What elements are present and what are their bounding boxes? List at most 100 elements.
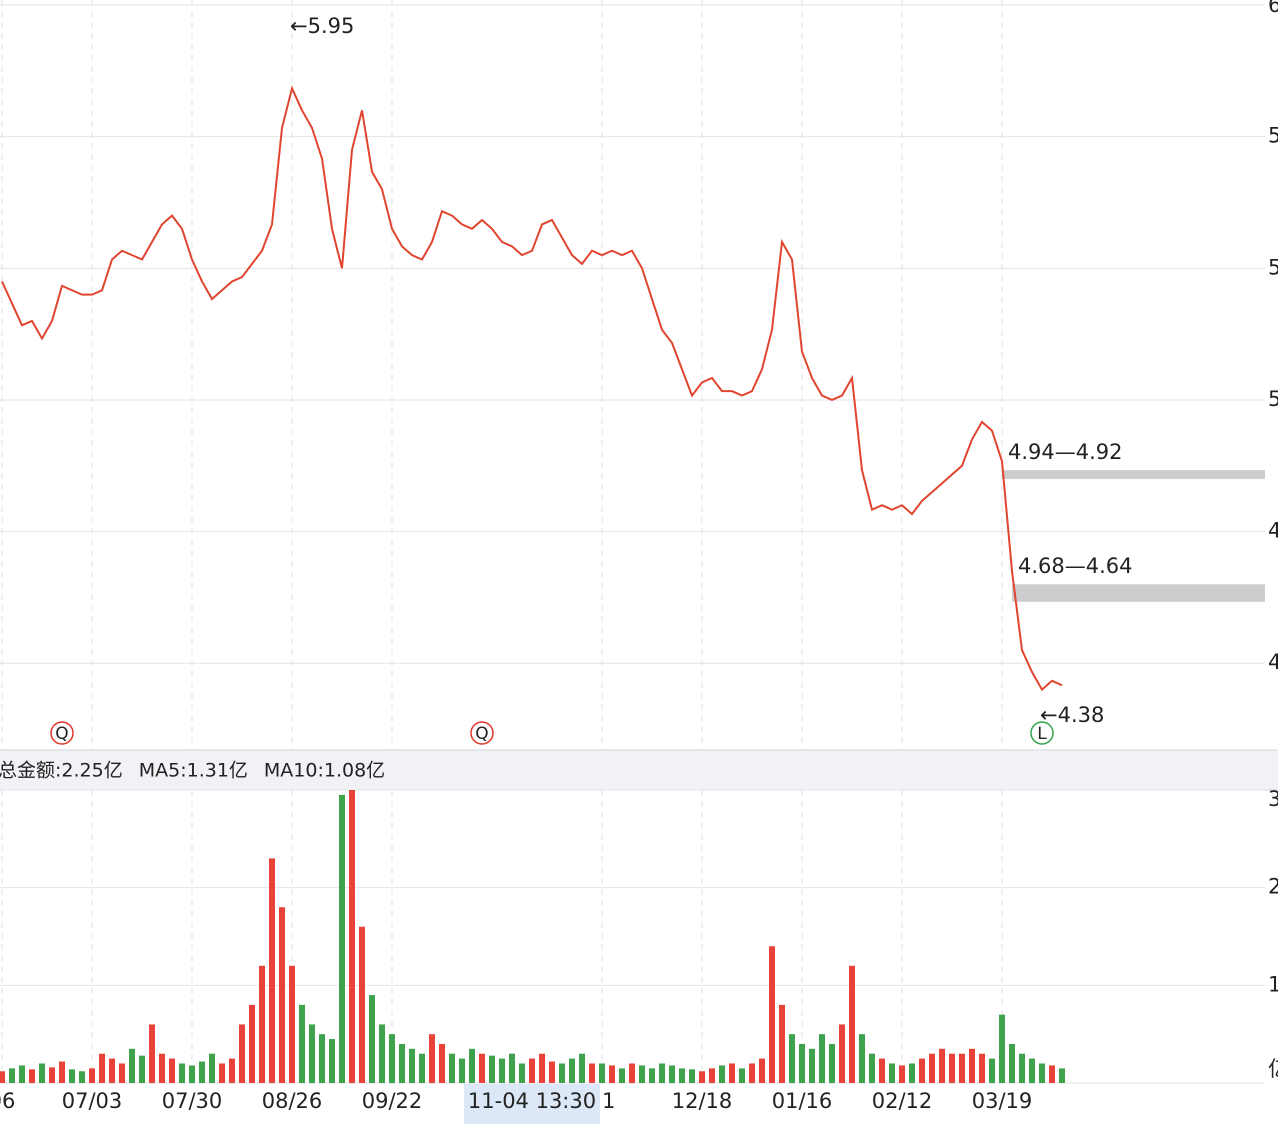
zone-label: 4.68—4.64 (1018, 554, 1133, 578)
volume-bar (469, 1048, 475, 1083)
volume-bar (849, 965, 855, 1083)
volume-bar (419, 1053, 425, 1083)
volume-bar (9, 1068, 15, 1083)
volume-bar (649, 1068, 655, 1083)
legend-band (0, 750, 1278, 790)
volume-bar (539, 1053, 545, 1083)
volume-bar (149, 1024, 155, 1083)
price-zone (1002, 470, 1265, 479)
volume-bar (219, 1063, 225, 1083)
volume-bar (509, 1053, 515, 1083)
volume-bar (559, 1063, 565, 1083)
volume-bar (869, 1053, 875, 1083)
legend-text: MA5:1.31亿 (139, 760, 248, 782)
volume-bar (689, 1069, 695, 1083)
x-tick-label: 08/26 (262, 1089, 323, 1113)
volume-bar (399, 1043, 405, 1083)
volume-bar (239, 1024, 245, 1083)
volume-bar (779, 1004, 785, 1083)
volume-bar (659, 1063, 665, 1083)
volume-bar (619, 1068, 625, 1083)
volume-bar (679, 1068, 685, 1083)
event-label: L (1037, 724, 1047, 744)
volume-bar (669, 1065, 675, 1083)
volume-bar (379, 1024, 385, 1083)
x-tick-label: 06 (0, 1089, 15, 1113)
volume-bar (229, 1058, 235, 1083)
volume-bar (159, 1053, 165, 1083)
volume-bar (129, 1048, 135, 1083)
event-label: Q (55, 724, 68, 744)
volume-bar (639, 1065, 645, 1083)
event-marker (1030, 721, 1054, 745)
crosshair-label: 11-04 13:30 (468, 1089, 596, 1113)
volume-bar (169, 1058, 175, 1083)
y-tick-label: 4 (1268, 650, 1278, 674)
volume-bar (1049, 1065, 1055, 1083)
volume-bar (79, 1071, 85, 1083)
volume-bar (529, 1058, 535, 1083)
zone-label: 4.94—4.92 (1008, 440, 1123, 464)
volume-bar (629, 1063, 635, 1083)
volume-bar (29, 1069, 35, 1083)
volume-bar (749, 1063, 755, 1083)
volume-bar (589, 1063, 595, 1083)
volume-bar (299, 1004, 305, 1083)
volume-bar (199, 1061, 205, 1083)
y-tick-label: 3 (1268, 787, 1278, 811)
x-tick-label: 03/19 (972, 1089, 1033, 1113)
volume-bar (209, 1053, 215, 1083)
volume-bar (409, 1048, 415, 1083)
volume-bar (89, 1068, 95, 1083)
y-tick-label: 亿 (1268, 1057, 1278, 1081)
volume-bar (789, 1034, 795, 1083)
volume-bar (499, 1058, 505, 1083)
volume-bar (479, 1053, 485, 1083)
volume-bar (739, 1068, 745, 1083)
x-tick-label: 02/12 (872, 1089, 933, 1113)
volume-bar (699, 1071, 705, 1083)
volume-bar (579, 1053, 585, 1083)
volume-bar (1059, 1068, 1065, 1083)
volume-bar (889, 1063, 895, 1083)
volume-bar (429, 1034, 435, 1083)
volume-bar (439, 1043, 445, 1083)
volume-bar (729, 1063, 735, 1083)
volume-bar (109, 1058, 115, 1083)
x-tick-label: 12/18 (672, 1089, 733, 1113)
volume-bar (179, 1063, 185, 1083)
volume-bar (269, 858, 275, 1083)
y-tick-label: 5 (1268, 255, 1278, 279)
price-annotation: ←4.38 (1040, 703, 1104, 727)
legend-text: MA10:1.08亿 (264, 760, 385, 782)
y-tick-label: 1 (1268, 972, 1278, 996)
volume-bar (809, 1048, 815, 1083)
volume-bar (1039, 1063, 1045, 1083)
volume-bar (1009, 1043, 1015, 1083)
volume-bar (839, 1024, 845, 1083)
legend-text: 总金额:2.25亿 (0, 760, 123, 782)
x-tick-label: 09/22 (362, 1089, 423, 1113)
volume-bar (309, 1024, 315, 1083)
volume-bar (1019, 1053, 1025, 1083)
y-tick-label: 2 (1268, 875, 1278, 899)
volume-bar (189, 1065, 195, 1083)
volume-bar (319, 1034, 325, 1083)
volume-bar (289, 965, 295, 1083)
volume-bar (489, 1055, 495, 1083)
volume-bar (19, 1065, 25, 1083)
volume-bar (899, 1065, 905, 1083)
volume-bar (1029, 1058, 1035, 1083)
volume-bar (909, 1063, 915, 1083)
volume-bar (249, 1004, 255, 1083)
volume-bar (119, 1063, 125, 1083)
y-tick-label: 4 (1268, 519, 1278, 543)
volume-bar (989, 1058, 995, 1083)
volume-bar (879, 1058, 885, 1083)
volume-bar (369, 995, 375, 1083)
volume-bar (339, 794, 345, 1083)
x-tick-label: 01/16 (772, 1089, 833, 1113)
x-tick-label: 07/30 (162, 1089, 223, 1113)
volume-bar (519, 1063, 525, 1083)
volume-bar (139, 1055, 145, 1083)
